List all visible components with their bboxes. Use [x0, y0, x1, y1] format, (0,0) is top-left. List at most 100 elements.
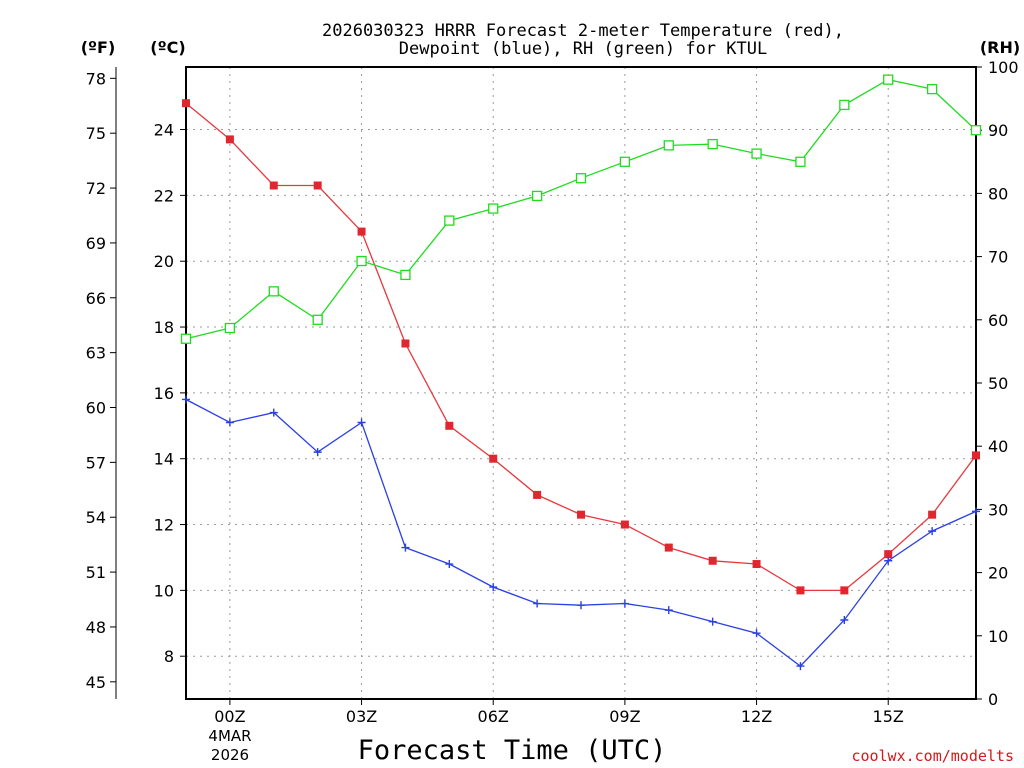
celsius-tick-label: 16	[154, 384, 174, 403]
temperature-point	[489, 454, 498, 463]
fahrenheit-tick-label: 60	[86, 399, 106, 418]
rh-tick-label: 40	[988, 437, 1008, 456]
rh-tick-label: 20	[988, 564, 1008, 583]
rh-point	[795, 156, 806, 167]
temperature-point	[269, 181, 278, 190]
fahrenheit-tick-label: 75	[86, 124, 106, 143]
chart-title-line1: 2026030323 HRRR Forecast 2-meter Tempera…	[322, 21, 844, 41]
rh-point	[400, 269, 411, 281]
celsius-tick-label: 24	[154, 121, 174, 140]
temperature-point	[708, 556, 717, 565]
temperature-point	[182, 99, 190, 108]
rh-point	[839, 99, 850, 111]
temperature-point	[313, 181, 322, 190]
dewpoint-point	[928, 527, 937, 536]
rh-line	[185, 78, 977, 340]
x-tick-label: 09Z	[609, 707, 640, 726]
x-tick-label: 15Z	[873, 707, 904, 726]
axes: 8 10 12 14 16 18 20 22 24 45 48 51 54 57 60 63 66 69 72 75 7…	[86, 58, 1019, 726]
dewpoint-point	[357, 418, 366, 427]
fahrenheit-tick-label: 54	[86, 508, 106, 527]
fahrenheit-tick-label: 48	[86, 618, 106, 637]
x-tick-label: 12Z	[741, 707, 772, 726]
rh-tick-label: 0	[988, 690, 998, 709]
fahrenheit-tick-label: 72	[86, 179, 106, 198]
temperature-point	[357, 227, 366, 236]
dewpoint-point	[313, 448, 322, 457]
temperature-point	[225, 135, 234, 144]
celsius-tick-label: 22	[154, 186, 174, 205]
rh-point	[180, 333, 192, 344]
dewpoint-point	[533, 599, 542, 608]
fahrenheit-tick-label: 45	[86, 673, 106, 692]
x-tick-label: 00Z	[214, 707, 245, 726]
x-tick-label: 03Z	[346, 707, 377, 726]
rh-point	[751, 148, 762, 159]
temperature-point	[884, 550, 893, 559]
temperature-point	[577, 510, 585, 519]
rh-point	[444, 215, 455, 226]
fahrenheit-tick-label: 69	[86, 234, 106, 253]
dewpoint-point	[269, 408, 278, 417]
rh-unit-label: (RH)	[980, 38, 1020, 57]
rh-tick-label: 90	[988, 121, 1008, 140]
temperature-point	[796, 586, 805, 595]
dewpoint-point	[445, 560, 454, 569]
celsius-tick-label: 8	[164, 647, 174, 666]
fahrenheit-tick-label: 63	[86, 344, 106, 363]
fahrenheit-tick-label: 57	[86, 453, 106, 472]
date-label-year: 2026	[211, 746, 249, 764]
rh-tick-label: 50	[988, 374, 1008, 393]
rh-point	[356, 255, 367, 267]
rh-point	[970, 125, 982, 136]
x-tick-label: 06Z	[478, 707, 509, 726]
rh-point	[312, 314, 323, 325]
celsius-tick-label: 14	[154, 450, 174, 469]
series-rh	[180, 74, 982, 344]
rh-point	[663, 140, 674, 151]
credit-link[interactable]: coolwx.com/modelts	[851, 747, 1014, 765]
temperature-point	[840, 586, 849, 595]
chart-title-line2: Dewpoint (blue), RH (green) for KTUL	[399, 39, 767, 59]
temperature-point	[533, 490, 542, 499]
temperature-point	[445, 421, 454, 430]
temperature-point	[972, 451, 980, 460]
dewpoint-line	[185, 398, 977, 667]
dewpoint-point	[752, 629, 761, 638]
dewpoint-point	[664, 606, 673, 615]
celsius-unit-label: (ºC)	[150, 38, 185, 57]
rh-point	[268, 286, 279, 297]
rh-point	[488, 203, 499, 214]
series-temperature	[182, 99, 980, 595]
dewpoint-point	[884, 556, 893, 565]
rh-tick-label: 100	[988, 58, 1019, 77]
rh-tick-label: 30	[988, 500, 1008, 519]
fahrenheit-tick-label: 51	[86, 563, 106, 582]
rh-point	[926, 83, 938, 95]
temperature-point	[752, 560, 761, 569]
x-axis-label: Forecast Time (UTC)	[358, 735, 667, 766]
rh-tick-label: 60	[988, 311, 1008, 330]
dewpoint-point	[972, 507, 980, 516]
rh-point	[224, 322, 236, 334]
dewpoint-point	[840, 616, 849, 624]
dewpoint-point	[796, 662, 805, 671]
fahrenheit-tick-label: 66	[86, 289, 106, 308]
rh-point	[707, 138, 718, 150]
rh-point	[883, 74, 894, 85]
dewpoint-point	[708, 617, 717, 626]
temperature-point	[620, 520, 629, 529]
celsius-tick-label: 10	[154, 581, 174, 600]
celsius-tick-label: 18	[154, 318, 174, 337]
temperature-point	[401, 339, 410, 348]
dewpoint-point	[182, 395, 190, 404]
rh-tick-label: 70	[988, 248, 1008, 267]
temperature-point	[928, 510, 937, 519]
series-dewpoint	[182, 395, 980, 671]
date-label-day: 4MAR	[208, 727, 251, 745]
dewpoint-point	[577, 601, 585, 610]
celsius-tick-label: 12	[154, 516, 174, 535]
data-series	[180, 74, 982, 671]
rh-tick-label: 10	[988, 627, 1008, 646]
